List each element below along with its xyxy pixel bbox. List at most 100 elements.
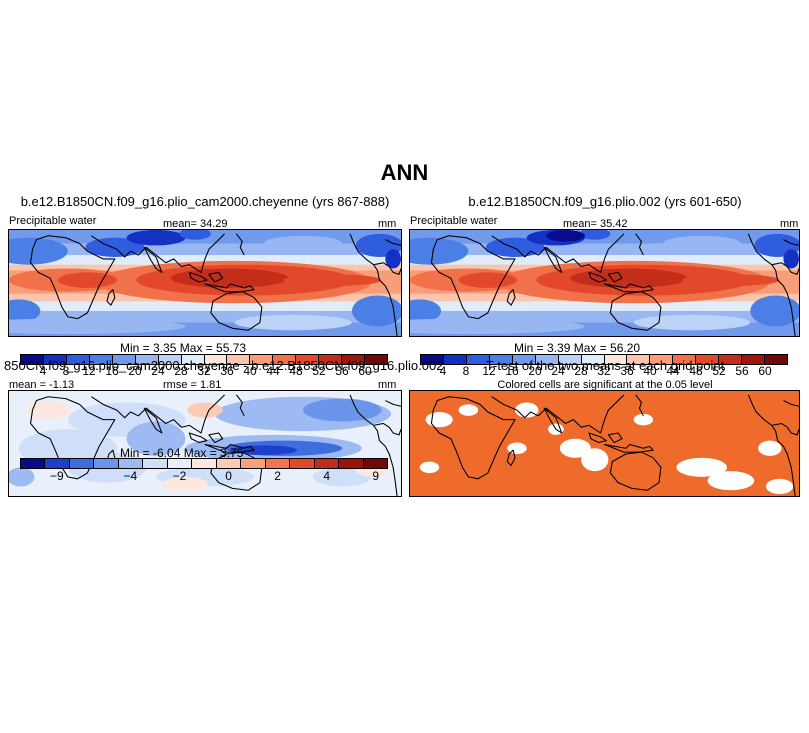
colorbar-tick-label: 56 — [335, 364, 349, 378]
contour-band — [9, 243, 401, 256]
coastline — [235, 233, 245, 256]
colorbar-tick-label: 20 — [128, 364, 142, 378]
panel2-colorbar-ticks: 4 8 12 16 20 24 28 32 36 40 44 48 52 56 60 — [420, 364, 788, 378]
colorbar-cell — [512, 355, 536, 364]
colorbar-tick-label: 24 — [551, 364, 565, 378]
colorbar-cell — [94, 459, 119, 468]
coastline — [30, 235, 116, 320]
colorbar-cell — [443, 355, 467, 364]
colorbar-tick-label: 52 — [312, 364, 326, 378]
panel1-map — [8, 229, 402, 337]
contour-band — [9, 301, 401, 311]
map-svg — [9, 391, 401, 496]
contour-region — [458, 272, 517, 288]
insignificant-region — [676, 457, 728, 477]
colorbar-tick-label: 9 — [372, 469, 380, 483]
panel4-map — [409, 390, 800, 497]
insignificant-region — [458, 404, 479, 416]
contour-region — [352, 295, 401, 327]
contour-region — [633, 314, 751, 331]
colorbar-tick-label: −4 — [123, 469, 138, 483]
contour-region — [126, 421, 186, 456]
panel2-units: mm — [780, 218, 799, 230]
coastline — [747, 394, 796, 496]
panel3-minmax: Min = -6.04 Max = 3.75 — [120, 446, 244, 460]
colorbar-cell — [21, 459, 46, 468]
contour-region — [410, 237, 469, 265]
colorbar-tick-label: 48 — [689, 364, 703, 378]
coastline — [204, 283, 255, 293]
panel2-title: b.e12.B1850CN.f09_g16.plio.002 (yrs 601-… — [468, 194, 742, 209]
colorbar-tick-label: 4 — [439, 364, 447, 378]
coastline — [204, 443, 255, 453]
colorbar-cell — [21, 355, 44, 364]
contour-region — [410, 318, 586, 335]
colorbar-tick-label: 12 — [82, 364, 96, 378]
coastline — [783, 239, 799, 246]
colorbar-tick-label: 0 — [225, 469, 232, 483]
colorbar-tick-label: 44 — [666, 364, 680, 378]
panel2-map — [409, 229, 800, 337]
colorbar-tick-label: 36 — [620, 364, 634, 378]
panel2-colorbar — [420, 354, 788, 365]
insignificant-region — [507, 442, 527, 454]
coastline — [349, 394, 398, 496]
colorbar-cell — [227, 355, 251, 364]
panel1-colorbar-ticks: 4 8 12 16 20 24 28 32 36 40 44 48 52 56 60 — [20, 364, 388, 378]
colorbar-cell — [273, 355, 297, 364]
coastline — [506, 289, 516, 306]
contour-region — [179, 230, 211, 240]
panel2-minmax: Min = 3.39 Max = 56.20 — [514, 341, 641, 355]
contour-region — [750, 295, 799, 327]
contour-region — [9, 299, 41, 323]
colorbar-cell — [421, 355, 444, 364]
colorbar-cell — [535, 355, 559, 364]
coastline — [188, 271, 208, 283]
insignificant-region — [758, 440, 782, 456]
coastline — [106, 289, 116, 306]
panel3-units: mm — [378, 379, 397, 391]
coastline — [635, 233, 644, 256]
contour-region — [9, 467, 35, 487]
contour-region — [58, 272, 117, 288]
contour-region — [570, 268, 688, 288]
coastline — [603, 443, 654, 453]
colorbar-cell — [489, 355, 513, 364]
insignificant-region — [581, 448, 609, 472]
colorbar-cell — [719, 355, 743, 364]
colorbar-tick-label: 4 — [39, 364, 47, 378]
colorbar-cell — [604, 355, 628, 364]
panel1-minmax: Min = 3.35 Max = 55.73 — [120, 341, 247, 355]
colorbar-tick-label: 28 — [574, 364, 588, 378]
colorbar-tick-label: 8 — [62, 364, 70, 378]
colorbar-cell — [241, 459, 266, 468]
coastline — [208, 271, 224, 283]
colorbar-cell — [342, 355, 366, 364]
colorbar-tick-label: 2 — [274, 469, 281, 483]
colorbar-tick-label: 40 — [243, 364, 257, 378]
contour-band — [410, 301, 799, 311]
colorbar-tick-label: 16 — [105, 364, 119, 378]
panel4-subtitle: Colored cells are significant at the 0.0… — [497, 379, 713, 391]
colorbar-tick-label: 8 — [462, 364, 470, 378]
colorbar-tick-label: 12 — [482, 364, 496, 378]
colorbar-cell — [466, 355, 490, 364]
coastline — [543, 246, 563, 273]
colorbar-tick-label: 56 — [735, 364, 749, 378]
contour-region — [546, 230, 586, 242]
contour-region — [126, 230, 186, 246]
insignificant-region — [765, 478, 794, 495]
colorbar-tick-label: 4 — [323, 469, 330, 483]
colorbar-tick-label: −9 — [49, 469, 64, 483]
coastline — [491, 394, 625, 434]
coastline — [208, 432, 224, 444]
colorbar-cell — [314, 459, 340, 468]
map-svg — [9, 230, 401, 336]
colorbar-tick-label: 60 — [358, 364, 372, 378]
panel1-variable-label: Precipitable water — [9, 215, 97, 227]
contour-region — [9, 237, 68, 265]
contour-region — [662, 235, 741, 252]
coastline — [491, 233, 625, 273]
coastline — [210, 451, 263, 491]
coastline — [188, 432, 208, 444]
